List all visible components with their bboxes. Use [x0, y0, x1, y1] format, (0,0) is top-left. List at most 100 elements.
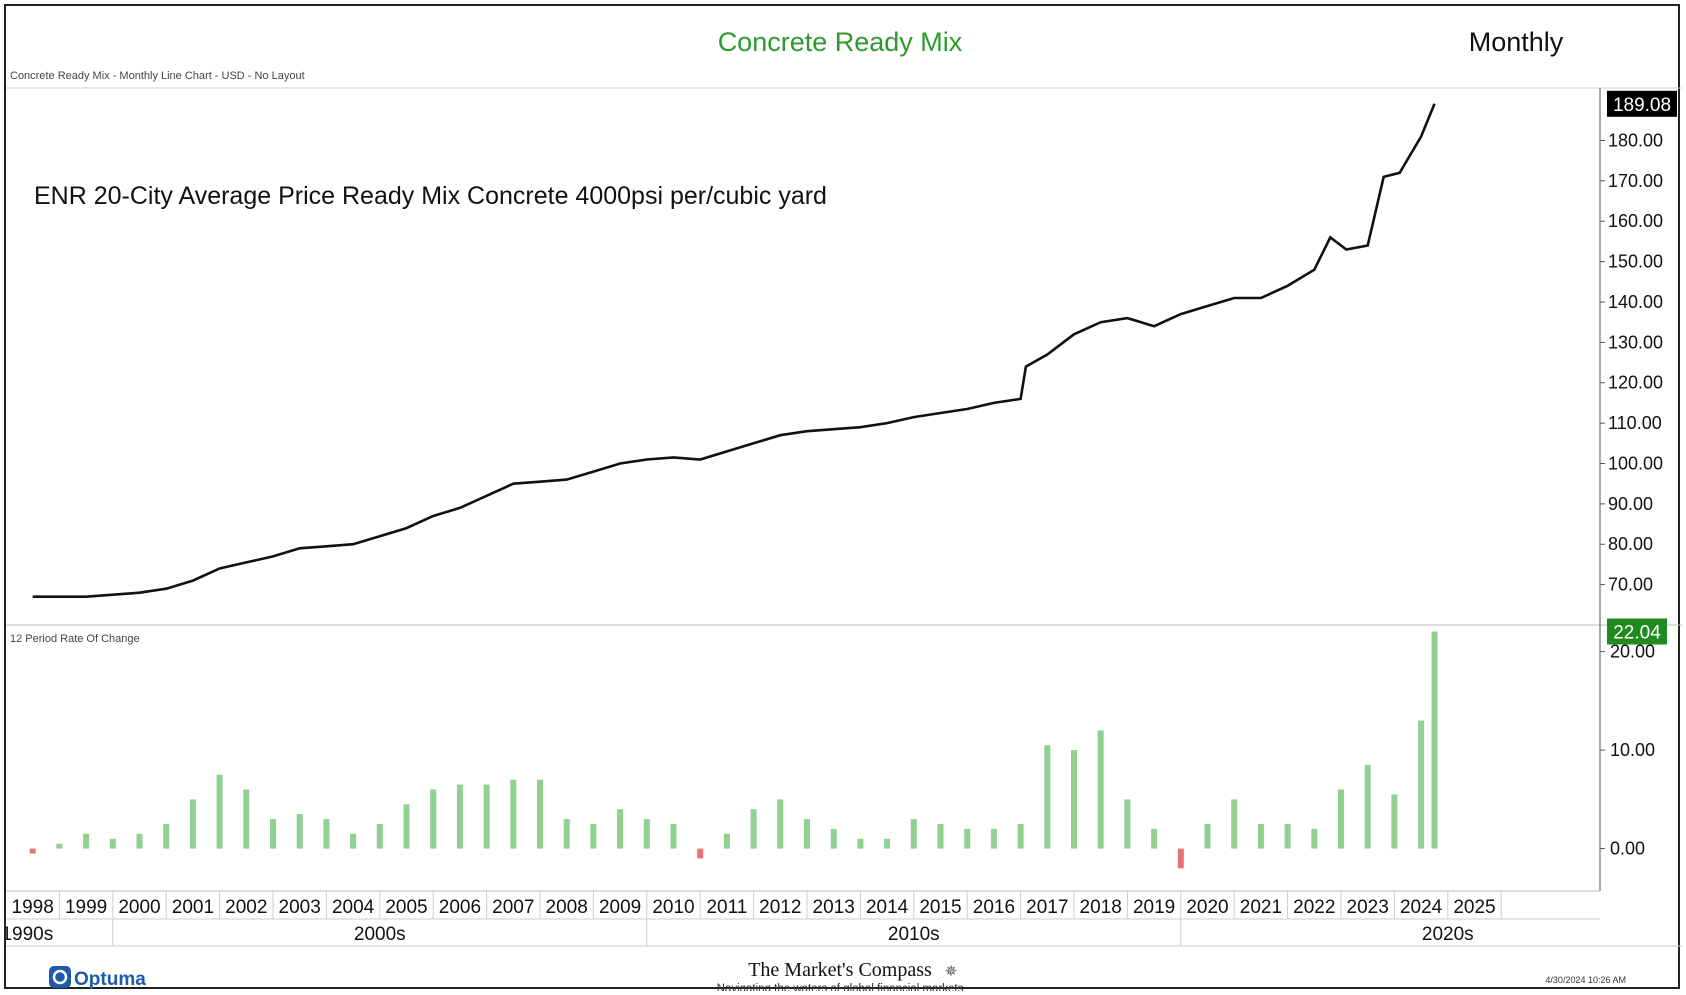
roc-bar: [1311, 828, 1318, 849]
optuma-logo: Optuma: [49, 966, 146, 990]
x-year-label: 2014: [866, 897, 909, 918]
roc-bar: [483, 784, 490, 849]
price-y-tick-label: 180.00: [1608, 130, 1663, 150]
roc-bar: [296, 814, 303, 849]
x-year-label: 2015: [919, 897, 961, 918]
roc-bar: [1204, 824, 1211, 849]
x-year-label: 1998: [12, 897, 54, 918]
chart-subtitle: Concrete Ready Mix - Monthly Line Chart …: [10, 70, 305, 82]
price-y-tick-label: 150.00: [1608, 252, 1663, 272]
roc-bar: [990, 828, 997, 849]
roc-bar: [643, 819, 650, 849]
price-y-tick-label: 120.00: [1608, 373, 1663, 393]
compass-tagline: Navigating the waters of global financia…: [717, 983, 964, 991]
roc-bar: [1257, 824, 1264, 849]
roc-bar: [510, 779, 517, 849]
roc-badge-background: [1607, 618, 1667, 645]
x-year-label: 2007: [492, 897, 534, 918]
price-last-value-badge: 189.08: [1607, 90, 1677, 117]
roc-bar: [1017, 824, 1024, 849]
roc-y-tick-label: 0.00: [1610, 839, 1645, 859]
chart-annotation: ENR 20-City Average Price Ready Mix Conc…: [34, 182, 827, 210]
roc-bar: [1044, 745, 1051, 849]
roc-last-value-badge: 22.04: [1607, 618, 1667, 645]
x-year-label: 2012: [759, 897, 801, 918]
roc-bar: [109, 838, 116, 849]
roc-bar: [697, 848, 704, 859]
price-y-tick-label: 110.00: [1608, 413, 1662, 433]
x-year-label: 2025: [1453, 897, 1495, 918]
roc-bar: [617, 809, 624, 849]
roc-bar: [830, 828, 837, 849]
roc-bar: [1418, 720, 1425, 849]
x-axis-years: 1998 1999 2000 2001 2002 2003 2004 2005 2006 2007…: [12, 891, 1502, 919]
roc-bar: [1071, 750, 1077, 849]
roc-badge-text: 22.04: [1613, 623, 1661, 644]
price-y-axis: 70.00 80.00 90.00 100.00 110.00 120.00 130.00 1…: [1600, 130, 1663, 595]
optuma-logo-text: Optuma: [74, 969, 146, 990]
roc-bar: [216, 774, 223, 849]
roc-bar: [83, 833, 90, 849]
roc-bar: [1231, 799, 1238, 849]
roc-bar: [270, 819, 276, 849]
roc-panel-title: 12 Period Rate Of Change: [10, 633, 140, 645]
x-year-label: 2011: [706, 897, 747, 918]
price-y-tick-label: 140.00: [1608, 292, 1663, 312]
roc-bar: [723, 833, 730, 849]
x-year-label: 2001: [172, 897, 214, 918]
price-y-tick-label: 170.00: [1608, 171, 1663, 191]
x-year-label: 2005: [385, 897, 427, 918]
x-decade-label: 1990s: [6, 924, 53, 945]
roc-y-tick-label: 10.00: [1610, 740, 1655, 760]
roc-bar: [777, 799, 784, 849]
roc-bar: [430, 789, 437, 849]
price-y-tick-label: 70.00: [1608, 575, 1653, 595]
roc-bars: [29, 631, 1438, 869]
roc-bar: [56, 843, 63, 849]
roc-bar: [403, 804, 410, 849]
roc-bar: [590, 824, 597, 849]
roc-bar: [350, 833, 357, 849]
price-series-line: [32, 103, 1436, 598]
roc-bar: [243, 789, 250, 849]
x-year-label: 2016: [973, 897, 1015, 918]
roc-bar: [136, 833, 143, 849]
roc-bar: [1097, 730, 1104, 849]
x-year-label: 2013: [813, 897, 855, 918]
x-axis-decades: 1990s 2000s 2010s 2020s: [6, 919, 1474, 946]
roc-bar: [910, 819, 917, 849]
roc-bar: [884, 838, 891, 849]
roc-bar: [1124, 799, 1131, 849]
x-year-label: 2006: [439, 897, 481, 918]
price-badge-text: 189.08: [1613, 95, 1671, 116]
roc-bar: [670, 824, 677, 849]
x-year-label: 2010: [652, 897, 694, 918]
compass-icon: ✵: [945, 963, 958, 980]
x-decade-label: 2020s: [1422, 924, 1474, 945]
x-year-label: 2004: [332, 897, 375, 918]
x-year-label: 2018: [1080, 897, 1122, 918]
x-year-label: 1999: [65, 897, 107, 918]
timestamp: 4/30/2024 10:26 AM: [1545, 975, 1626, 985]
optuma-logo-icon: [49, 966, 71, 988]
chart-title: Concrete Ready Mix: [718, 27, 963, 57]
x-year-label: 2008: [546, 897, 588, 918]
compass-title: The Market's Compass: [748, 959, 932, 981]
price-y-tick-label: 90.00: [1608, 494, 1653, 514]
roc-bar: [563, 819, 570, 849]
x-year-label: 2000: [118, 897, 160, 918]
optuma-logo-icon-ring: [52, 969, 68, 985]
roc-bar: [1177, 848, 1184, 869]
price-badge-background: [1607, 90, 1677, 117]
roc-bar: [1391, 794, 1398, 849]
x-year-label: 2019: [1133, 897, 1175, 918]
x-decade-label: 2010s: [888, 924, 940, 945]
x-year-label: 2002: [225, 897, 267, 918]
x-year-label: 2021: [1240, 897, 1282, 918]
roc-bar: [456, 784, 463, 849]
roc-bar: [189, 799, 196, 849]
roc-bar: [804, 819, 810, 849]
roc-bar: [750, 809, 757, 849]
price-y-tick-label: 130.00: [1608, 332, 1663, 352]
x-year-label: 2017: [1026, 897, 1068, 918]
